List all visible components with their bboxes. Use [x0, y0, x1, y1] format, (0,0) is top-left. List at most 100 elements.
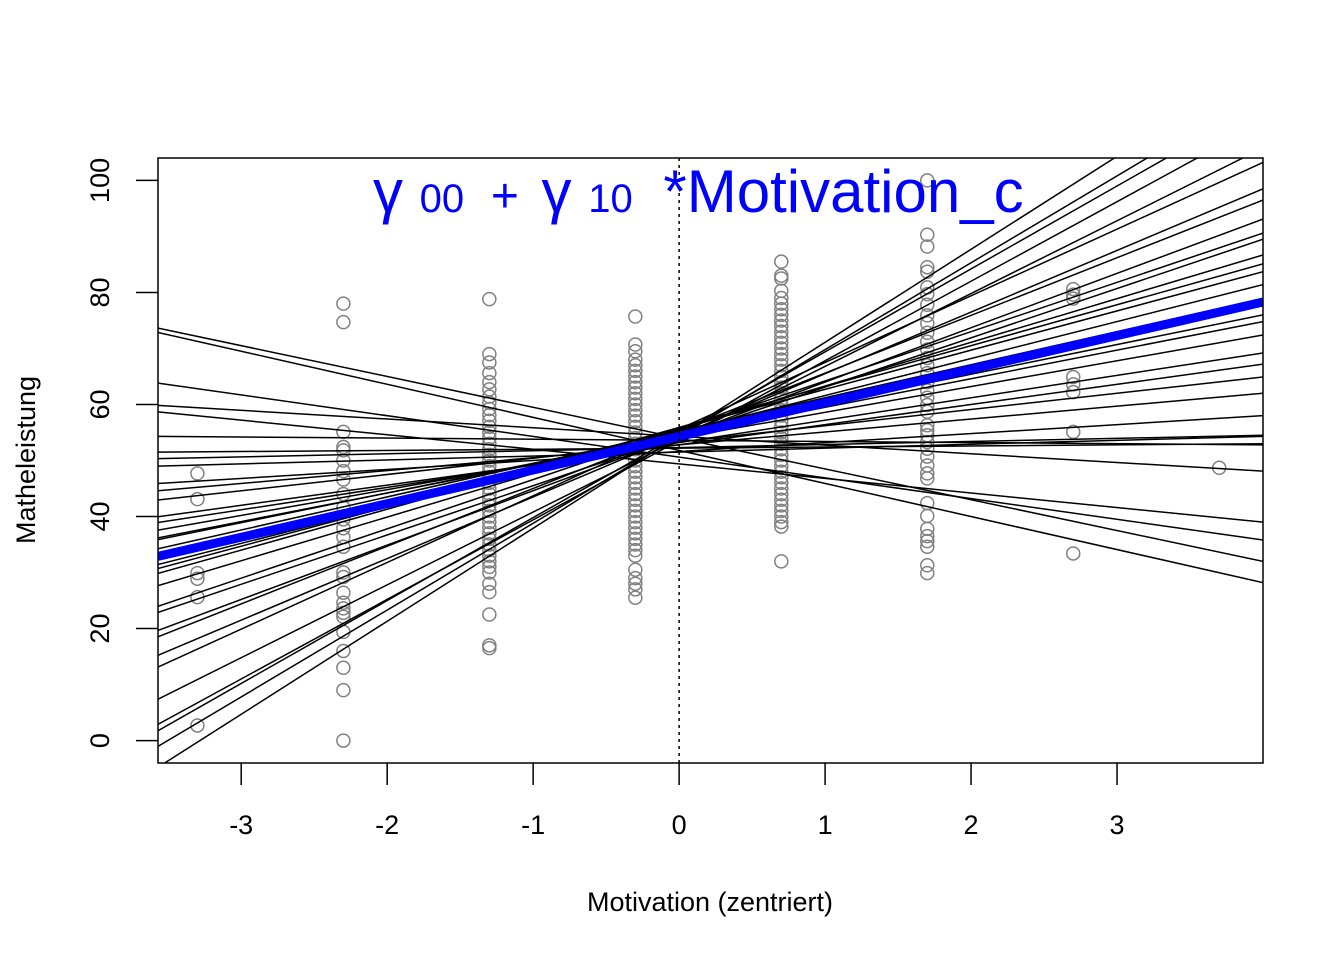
data-point	[336, 682, 351, 698]
data-point	[774, 283, 789, 299]
data-point	[920, 521, 935, 537]
data-point	[336, 296, 351, 311]
gamma10-symbol: γ	[542, 158, 572, 225]
data-point	[482, 365, 497, 381]
data-point	[336, 539, 351, 555]
data-point	[628, 414, 643, 429]
data-point	[774, 425, 789, 440]
data-point	[774, 268, 789, 283]
data-point	[336, 569, 351, 585]
data-point	[920, 383, 935, 398]
data-point	[920, 358, 935, 373]
data-point	[774, 447, 789, 463]
data-point	[628, 582, 643, 597]
gamma10-subscript: 10	[588, 177, 633, 221]
data-point	[482, 554, 497, 569]
data-point	[482, 374, 497, 390]
data-point	[920, 539, 935, 555]
data-point	[920, 259, 935, 275]
data-point	[336, 601, 351, 616]
data-point	[190, 718, 205, 733]
data-point	[190, 565, 205, 581]
random-slope-line	[158, 442, 1263, 453]
x-axis-label: Motivation (zentriert)	[587, 887, 833, 917]
data-point	[774, 470, 789, 485]
data-point	[920, 417, 935, 433]
data-point	[628, 542, 643, 558]
data-point	[482, 638, 497, 653]
data-point	[774, 330, 789, 345]
data-point	[628, 386, 643, 401]
data-point	[336, 660, 351, 676]
data-point	[482, 584, 497, 600]
data-point	[774, 352, 789, 367]
y-tick-label: 80	[85, 277, 115, 307]
data-point	[920, 466, 935, 481]
data-point	[1065, 377, 1081, 392]
data-point	[628, 503, 643, 519]
model-annotation: γ 00 + γ 10 *Motivation_c	[373, 158, 1024, 225]
data-point	[336, 565, 351, 580]
data-point	[920, 565, 935, 581]
random-slope-line	[158, 158, 1199, 725]
data-point	[774, 254, 789, 269]
data-point	[482, 419, 497, 435]
data-point	[774, 503, 789, 519]
data-point	[920, 227, 935, 242]
data-point	[774, 519, 789, 534]
plot-frame	[157, 157, 1264, 764]
data-point	[482, 509, 497, 524]
data-point	[628, 352, 643, 367]
data-point	[628, 570, 643, 586]
motivation-term: *Motivation_c	[663, 158, 1023, 225]
data-point	[628, 475, 643, 491]
y-tick-label: 60	[85, 389, 115, 419]
random-slope-line	[158, 327, 1263, 563]
random-slope-line	[158, 411, 1263, 523]
random-slope-line	[158, 188, 1263, 656]
data-point	[774, 341, 789, 356]
data-point	[482, 559, 497, 575]
data-point	[482, 640, 497, 656]
data-point	[920, 458, 935, 473]
data-point	[774, 290, 789, 306]
data-point	[628, 309, 643, 324]
fixed-effect-line	[158, 297, 1263, 561]
data-point	[774, 436, 789, 451]
data-point	[920, 286, 935, 302]
data-point	[774, 296, 789, 311]
plus-sign: +	[491, 170, 519, 223]
data-point	[628, 509, 643, 524]
data-point	[628, 537, 643, 552]
data-point	[628, 548, 643, 563]
data-point	[628, 374, 643, 390]
data-point	[336, 585, 351, 600]
data-point	[774, 324, 789, 339]
gamma00-subscript: 00	[420, 177, 465, 221]
data-point	[628, 526, 643, 541]
data-point	[628, 531, 643, 547]
data-point	[628, 562, 643, 577]
data-point	[628, 380, 643, 395]
random-slope-line	[158, 392, 1263, 492]
data-point	[1065, 424, 1081, 440]
random-slope-line	[158, 435, 1263, 467]
fixed-effect-line-path	[158, 297, 1263, 561]
data-point	[190, 491, 205, 507]
data-point	[628, 590, 643, 605]
data-point	[628, 363, 643, 379]
y-tick-label: 0	[85, 733, 115, 748]
x-tick-label: -2	[375, 810, 399, 840]
data-point	[482, 526, 497, 541]
data-point	[628, 498, 643, 513]
data-point	[1065, 384, 1081, 400]
x-tick-label: 2	[964, 810, 979, 840]
random-slope-line	[158, 376, 1263, 501]
y-axis: 0 20 40 60 80 100	[85, 158, 158, 748]
data-point	[628, 344, 643, 359]
data-point	[920, 508, 935, 524]
data-point	[482, 565, 497, 580]
data-point	[482, 607, 497, 622]
data-point	[628, 576, 643, 591]
